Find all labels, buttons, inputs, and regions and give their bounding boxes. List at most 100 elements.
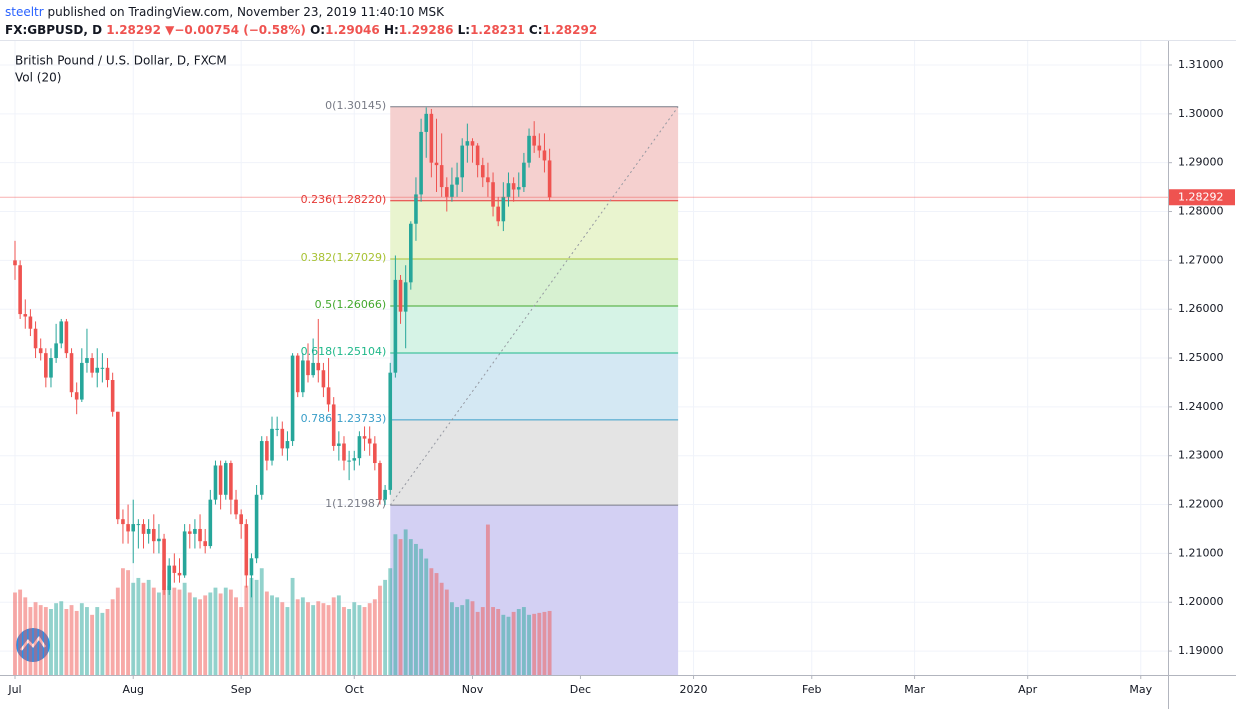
candle	[136, 519, 141, 549]
candle-body	[424, 113, 429, 132]
volume-bar	[126, 570, 131, 675]
volume-bar	[259, 568, 264, 675]
candle-body	[177, 572, 182, 576]
volume-bar	[49, 609, 53, 675]
volume-bar	[187, 592, 192, 675]
candle	[403, 265, 408, 349]
l-label: L:	[457, 23, 471, 37]
candle	[54, 323, 58, 363]
fib-zone	[390, 352, 679, 420]
volume-title: Vol (20)	[15, 71, 61, 85]
candle	[198, 514, 202, 549]
candle	[501, 182, 506, 232]
candle-body	[187, 531, 192, 534]
candle-body	[249, 558, 254, 576]
candle	[357, 431, 362, 466]
volume-bar	[480, 607, 485, 675]
volume-bar	[74, 610, 79, 675]
y-tick-label: 1.24000	[1178, 400, 1224, 413]
candle	[74, 382, 79, 415]
volume-bar	[414, 543, 418, 675]
o-label: O:	[310, 23, 326, 37]
volume-bar	[460, 605, 465, 675]
header: steeltr published on TradingView.com, No…	[5, 3, 597, 39]
candle	[331, 397, 336, 451]
volume-bar	[444, 589, 449, 675]
candle	[33, 321, 38, 359]
candle-body	[23, 314, 28, 317]
volume-bar	[228, 589, 233, 675]
candle-body	[444, 187, 449, 197]
candle-body	[547, 160, 552, 198]
volume-bar	[13, 592, 17, 675]
volume-bar	[177, 589, 182, 675]
x-tick-label: Jul	[7, 683, 21, 696]
candle-body	[162, 538, 166, 591]
candle	[285, 431, 290, 461]
candle	[259, 436, 264, 500]
fib-zone	[390, 106, 679, 201]
candle	[465, 123, 470, 163]
candle-body	[213, 465, 218, 500]
candle-body	[239, 514, 243, 525]
candle	[116, 411, 120, 525]
candle-body	[110, 380, 115, 412]
candle-body	[460, 145, 465, 178]
candle-body	[337, 443, 341, 446]
h: 1.29286	[398, 23, 454, 37]
volume-bar	[43, 607, 48, 675]
candle-body	[311, 362, 315, 376]
volume-bar	[115, 587, 120, 675]
volume-bar	[172, 587, 177, 675]
change: −0.00754 (−0.58%)	[174, 23, 306, 37]
volume-bar	[372, 599, 377, 675]
volume-bar	[249, 577, 254, 675]
candle-body	[347, 460, 351, 462]
x-tick-label: May	[1129, 683, 1152, 696]
candle	[249, 553, 254, 598]
volume-bar	[295, 599, 300, 675]
candle	[95, 348, 100, 388]
candle-body	[136, 524, 141, 526]
volume-bar	[547, 610, 552, 675]
candle	[295, 353, 300, 398]
volume-bar	[347, 609, 352, 675]
candle-body	[393, 279, 398, 373]
candle-body	[373, 443, 377, 464]
volume-bar	[398, 539, 403, 675]
candle-body	[38, 348, 43, 354]
volume-bar	[429, 568, 434, 675]
volume-bar	[244, 585, 249, 675]
candle-body	[151, 528, 156, 542]
candle	[393, 255, 398, 378]
candle	[18, 260, 22, 319]
candle	[90, 353, 94, 378]
fib-zone	[390, 305, 679, 353]
candle-body	[316, 362, 321, 371]
candle-body	[126, 524, 130, 532]
candle-body	[141, 524, 146, 534]
volume-bar	[105, 609, 110, 675]
candle-body	[157, 538, 161, 542]
volume-bar	[455, 607, 459, 675]
fib-level-label: 0.236(1.28220)	[301, 193, 387, 206]
volume-bar	[342, 607, 346, 675]
candle	[80, 348, 84, 402]
candle	[527, 128, 531, 168]
candle	[280, 421, 285, 456]
volume-bar	[290, 577, 295, 675]
candle-body	[357, 436, 362, 459]
o: 1.29046	[325, 23, 380, 37]
header-line: FX:GBPUSD, D 1.28292 ▼−0.00754 (−0.58%) …	[5, 21, 597, 39]
candle	[480, 157, 485, 188]
volume-bar	[33, 602, 38, 675]
author[interactable]: steeltr	[5, 5, 44, 19]
candle-body	[532, 135, 536, 146]
last-price-label: 1.28292	[1178, 190, 1224, 203]
candle-body	[80, 362, 84, 400]
candle-body	[270, 428, 274, 461]
candle	[167, 558, 172, 595]
candle-body	[121, 519, 125, 525]
candle	[275, 416, 279, 437]
candle	[383, 485, 387, 506]
